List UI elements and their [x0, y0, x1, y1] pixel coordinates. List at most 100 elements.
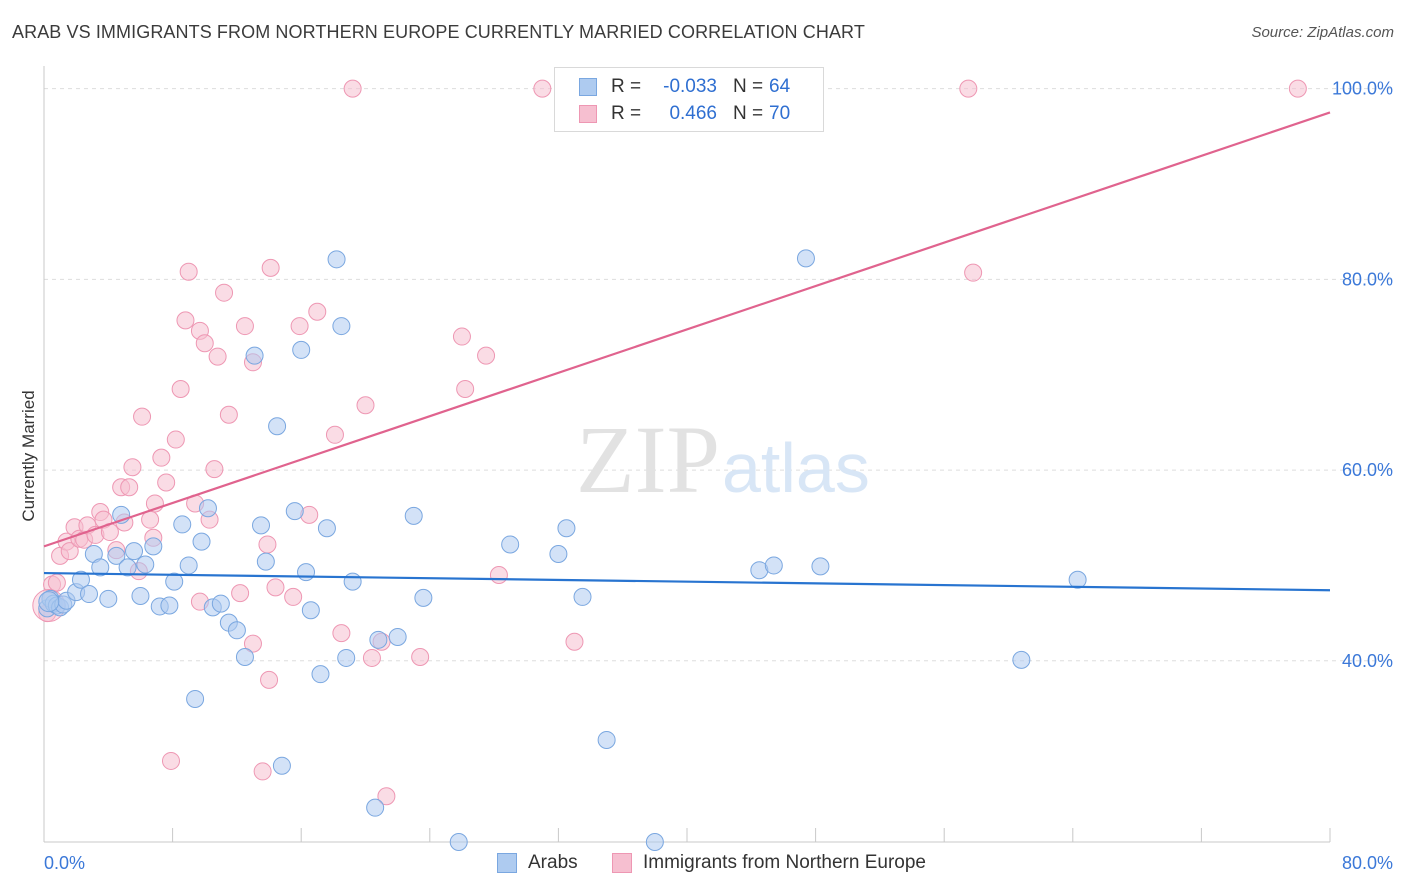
immigrants-point — [260, 670, 279, 689]
arabs-point — [179, 556, 198, 575]
arabs-point — [285, 502, 304, 521]
arabs-point — [125, 542, 144, 561]
immigrants-point — [964, 263, 983, 282]
arabs-point — [118, 558, 137, 577]
x-tick-label: 80.0% — [1342, 853, 1393, 873]
arabs-point — [332, 317, 351, 336]
arabs-label: Arabs — [528, 852, 578, 873]
n-label: N = — [733, 76, 764, 97]
arabs-point — [311, 665, 330, 684]
arabs-point — [327, 250, 346, 269]
arabs-point — [811, 557, 830, 576]
arabs-point — [1068, 570, 1087, 589]
tick-labels: 40.0% 60.0% 80.0% 100.0% 0.0% 80.0% — [44, 79, 1393, 873]
immigrants-point — [179, 262, 198, 281]
arabs-point-cluster — [38, 591, 60, 613]
arabs-point — [343, 572, 362, 591]
immigrants-point — [157, 473, 176, 492]
immigrants-point — [308, 302, 327, 321]
arabs-point — [99, 589, 118, 608]
immigrants-point — [243, 634, 262, 653]
immigrants-point — [343, 79, 362, 98]
arabs-point — [173, 515, 192, 534]
arabs-point — [1012, 650, 1031, 669]
arabs-point — [573, 587, 592, 606]
arabs-point — [301, 601, 320, 620]
immigrants-point — [1288, 79, 1307, 98]
immigrants-point — [477, 346, 496, 365]
arabs-point — [414, 588, 433, 607]
immigrants-point — [290, 317, 309, 336]
trend-lines — [43, 111, 1331, 592]
arabs-point — [764, 556, 783, 575]
y-axis-label: Currently Married — [19, 390, 38, 521]
arabs-point — [404, 506, 423, 525]
arabs-point — [107, 546, 126, 565]
r-label: R = — [611, 76, 642, 97]
trend-line-immigrants — [43, 111, 1331, 548]
watermark-atlas: atlas — [722, 429, 870, 507]
n-label: N = — [733, 103, 764, 124]
r-value: -0.033 — [663, 76, 717, 97]
arabs-point — [71, 570, 90, 589]
immigrants-point — [261, 258, 280, 277]
immigrants-swatch — [612, 853, 632, 873]
immigrants-swatch — [579, 105, 597, 123]
n-value: 70 — [769, 103, 791, 124]
arabs-point — [198, 499, 217, 518]
arabs-point — [256, 552, 275, 571]
immigrants-point — [171, 380, 190, 399]
immigrants-point — [205, 460, 224, 479]
immigrants-point — [266, 578, 285, 597]
arabs-point — [192, 532, 211, 551]
y-tick-label: 40.0% — [1342, 651, 1393, 671]
immigrants-point — [284, 587, 303, 606]
immigrants-point — [60, 542, 79, 561]
legend-row-arabs: R = -0.033 N = 64 — [555, 74, 823, 100]
watermark-zip: ZIP — [576, 406, 720, 513]
arabs-point — [549, 544, 568, 563]
arabs-point — [235, 647, 254, 666]
arabs-point — [165, 572, 184, 591]
arabs-point — [557, 519, 576, 538]
arabs-point — [211, 594, 230, 613]
y-tick-label: 80.0% — [1342, 269, 1393, 289]
immigrants-point — [166, 430, 185, 449]
arabs-swatch — [497, 853, 517, 873]
arabs-point — [292, 340, 311, 359]
immigrants-point — [133, 407, 152, 426]
immigrants-point — [176, 311, 195, 330]
immigrants-point — [215, 283, 234, 302]
immigrants-point — [356, 396, 375, 415]
arabs-point — [186, 689, 205, 708]
immigrants-point — [120, 478, 139, 497]
correlation-legend: R = -0.033 N = 64 R = 0.466 N = 70 — [554, 67, 824, 132]
arabs-point — [317, 519, 336, 538]
arabs-point — [796, 249, 815, 268]
immigrants-point — [452, 327, 471, 346]
arabs-point — [597, 730, 616, 749]
y-tick-label: 60.0% — [1342, 460, 1393, 480]
arabs-point — [160, 596, 179, 615]
chart-title: ARAB VS IMMIGRANTS FROM NORTHERN EUROPE … — [12, 22, 865, 42]
arabs-point — [337, 648, 356, 667]
arabs-point — [366, 798, 385, 817]
immigrants-point — [332, 624, 351, 643]
immigrants-point — [258, 535, 277, 554]
immigrants-point — [533, 79, 552, 98]
arabs-point — [645, 833, 664, 851]
arabs-point — [268, 417, 287, 436]
arabs-point — [501, 535, 520, 554]
immigrants-point — [959, 79, 978, 98]
n-value: 64 — [769, 76, 791, 97]
trend-line-arabs — [43, 571, 1331, 592]
r-value: 0.466 — [669, 103, 717, 124]
source-label[interactable]: Source: ZipAtlas.com — [1251, 24, 1394, 41]
immigrants-points — [32, 79, 1307, 806]
immigrants-point — [161, 751, 180, 770]
immigrants-point — [489, 565, 508, 584]
legend-row-immigrants: R = 0.466 N = 70 — [555, 101, 823, 127]
arabs-point — [131, 586, 150, 605]
immigrants-point — [195, 334, 214, 353]
